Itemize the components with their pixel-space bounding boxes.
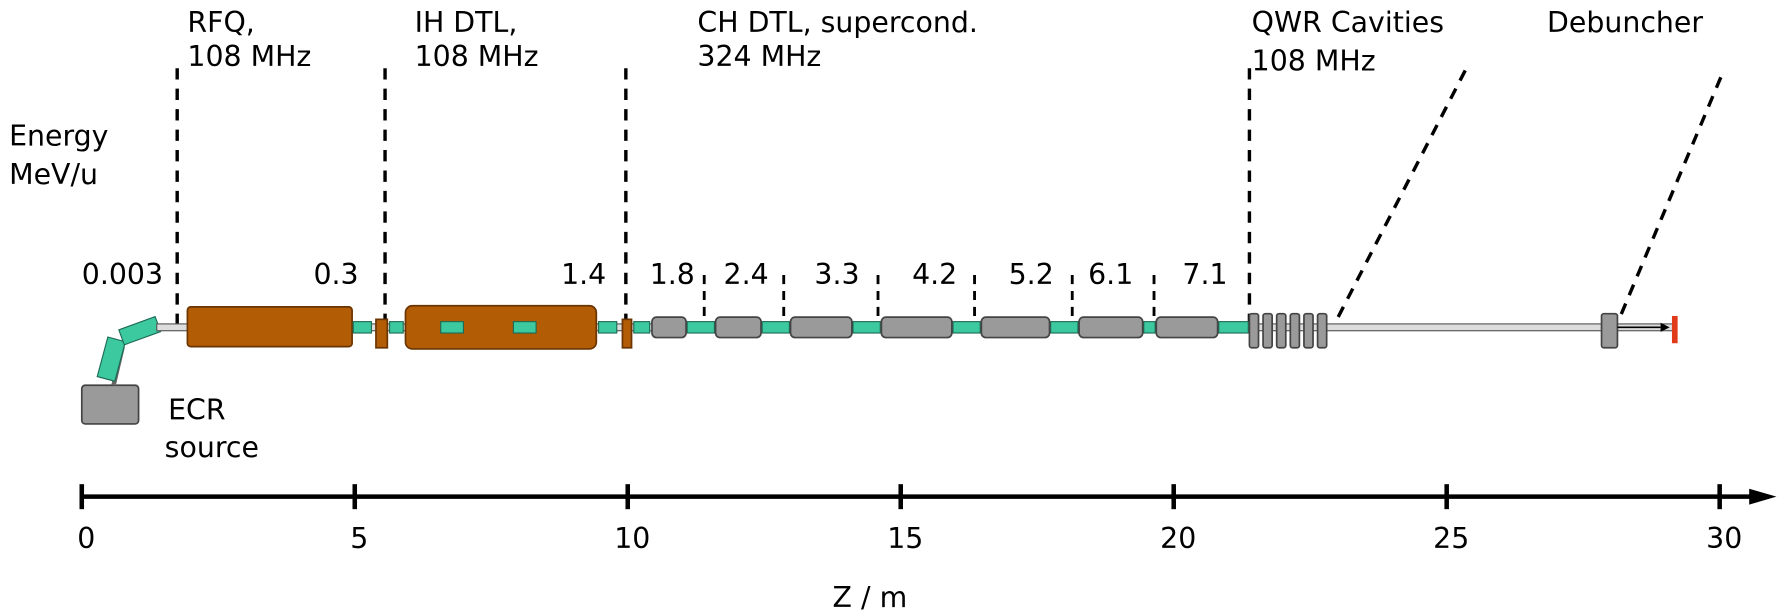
energy-value: 1.8 [650, 258, 695, 291]
section-name: IH DTL, [415, 6, 518, 39]
energy-value: 4.2 [912, 258, 957, 291]
section-name: RFQ, [187, 6, 254, 39]
axis-tick-label: 15 [887, 522, 923, 555]
axis-tick-label: 25 [1433, 522, 1469, 555]
energy-label: MeV/u [9, 158, 98, 191]
source-label: ECR [168, 393, 225, 426]
section-freq: 108 MHz [1252, 44, 1376, 77]
energy-value: 0.3 [313, 258, 358, 291]
axis-arrow [1749, 488, 1777, 505]
energy-value: 5.2 [1009, 258, 1054, 291]
axis-tick-label: 5 [350, 522, 368, 555]
section-freq: 108 MHz [415, 40, 539, 73]
energy-value: 2.4 [724, 258, 769, 291]
source-label: source [165, 431, 259, 464]
section-name: QWR Cavities [1252, 6, 1444, 39]
beamline [80, 304, 1678, 425]
axis-label: Z / m [833, 581, 908, 614]
section-name: Debuncher [1547, 6, 1703, 39]
energy-value: 1.4 [561, 258, 606, 291]
energy-value: 3.3 [814, 258, 859, 291]
axis-tick-label: 10 [614, 522, 650, 555]
energy-value: 6.1 [1088, 258, 1133, 291]
energy-value: 0.003 [82, 258, 163, 291]
axis-tick-label: 0 [77, 522, 95, 555]
section-freq: 108 MHz [187, 40, 311, 73]
cavity-separators [702, 275, 1156, 323]
boundary [1617, 76, 1723, 322]
energy-label: Energy [9, 119, 108, 152]
axis-tick-label: 20 [1160, 522, 1196, 555]
energy-value: 7.1 [1182, 258, 1227, 291]
section-freq: 324 MHz [697, 40, 821, 73]
section-name: CH DTL, supercond. [697, 6, 978, 39]
axis-tick-label: 30 [1706, 522, 1742, 555]
boundary [1333, 69, 1467, 325]
